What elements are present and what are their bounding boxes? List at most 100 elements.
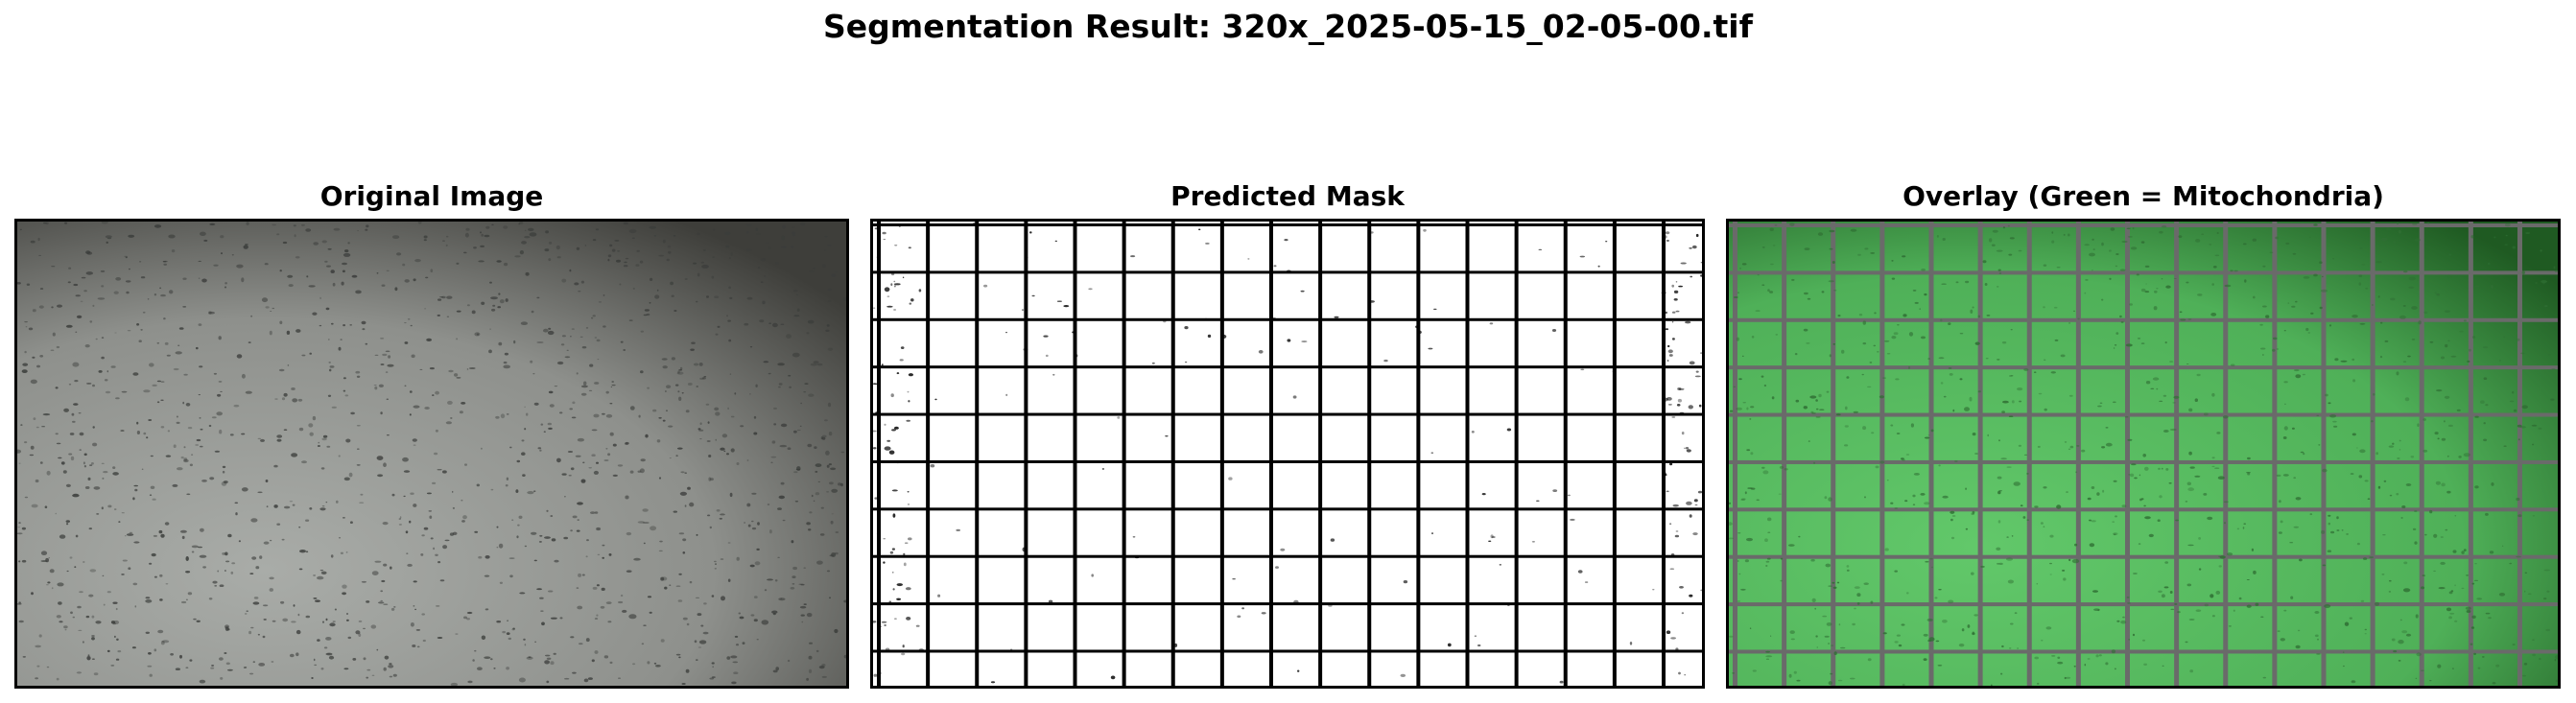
original-speck <box>670 281 674 286</box>
original-speck <box>224 652 227 654</box>
overlay-speck <box>1821 291 1825 293</box>
overlay-speck <box>2092 238 2094 241</box>
original-speck <box>647 596 652 598</box>
overlay-speck <box>2217 476 2225 480</box>
original-speck <box>661 576 668 581</box>
overlay-speck <box>2433 570 2436 572</box>
overlay-speck <box>2092 248 2095 250</box>
original-speck <box>176 421 180 424</box>
overlay-speck <box>2018 249 2022 252</box>
overlay-speck <box>1830 672 1833 675</box>
original-speck <box>445 421 452 425</box>
mask-speck <box>1667 349 1673 354</box>
original-speck <box>437 314 440 316</box>
original-speck <box>50 349 55 351</box>
original-speck <box>199 679 206 684</box>
overlay-horizontal-line <box>1729 602 2558 607</box>
original-speck <box>760 258 767 262</box>
original-speck <box>626 570 632 573</box>
mask-speck <box>886 305 893 308</box>
overlay-speck <box>1998 439 2000 442</box>
original-speck <box>632 287 635 290</box>
overlay-speck <box>2243 523 2246 525</box>
original-speck <box>208 598 213 600</box>
original-speck <box>342 262 347 266</box>
overlay-speck <box>1775 334 1779 336</box>
original-speck <box>343 377 346 380</box>
original-speck <box>199 554 207 558</box>
original-speck <box>136 323 140 326</box>
original-speck <box>435 553 438 556</box>
mask-speck <box>1686 449 1691 453</box>
mask-speck <box>1684 674 1687 676</box>
original-speck <box>231 254 234 256</box>
mask-speck <box>908 537 912 541</box>
overlay-speck <box>2397 457 2400 459</box>
original-speck <box>73 403 79 406</box>
original-speck <box>96 513 100 515</box>
original-speck <box>81 276 86 279</box>
overlay-speck <box>1752 669 1757 672</box>
overlay-speck <box>2137 338 2141 340</box>
original-speck <box>727 319 731 322</box>
overlay-speck <box>2336 529 2340 531</box>
original-speck <box>666 258 670 262</box>
original-speck <box>409 413 412 416</box>
original-speck <box>591 454 596 457</box>
overlay-speck <box>2101 242 2104 246</box>
overlay-speck <box>1873 344 1877 347</box>
original-speck <box>694 640 697 644</box>
original-speck <box>678 573 682 575</box>
overlay-speck <box>2359 449 2366 454</box>
original-speck <box>553 652 556 655</box>
overlay-speck <box>2007 579 2014 584</box>
original-speck <box>796 429 801 432</box>
original-speck <box>575 455 581 457</box>
overlay-speck <box>1815 416 1821 418</box>
original-speck <box>410 324 413 327</box>
mask-speck <box>888 600 892 603</box>
original-speck <box>38 634 42 638</box>
original-speck <box>281 538 285 541</box>
original-speck <box>51 587 54 590</box>
original-speck <box>772 669 778 673</box>
overlay-speck <box>1883 340 1890 342</box>
original-speck <box>92 304 95 307</box>
overlay-speck <box>2429 509 2433 514</box>
original-speck <box>413 405 420 409</box>
overlay-speck <box>2269 251 2274 254</box>
original-speck <box>260 438 265 442</box>
overlay-speck <box>1844 444 1849 447</box>
mask-speck <box>1471 431 1475 434</box>
original-speck <box>658 477 662 480</box>
original-speck <box>698 640 707 644</box>
original-speck <box>329 365 335 368</box>
original-speck <box>403 470 411 473</box>
original-speck <box>97 297 106 300</box>
mask-horizontal-line <box>873 649 1702 653</box>
original-speck <box>436 605 440 607</box>
original-speck <box>570 336 572 338</box>
overlay-speck <box>1746 449 1751 452</box>
original-speck <box>675 384 679 387</box>
original-speck <box>521 439 525 442</box>
overlay-speck <box>2471 336 2476 339</box>
original-speck <box>792 566 797 571</box>
original-speck <box>211 416 217 419</box>
overlay-speck <box>2317 638 2319 641</box>
overlay-speck <box>1815 408 1819 410</box>
overlay-speck <box>1736 337 1739 341</box>
overlay-speck <box>1780 579 1783 582</box>
original-speck <box>145 631 150 634</box>
original-speck <box>539 534 543 537</box>
mask-speck <box>1695 233 1699 238</box>
original-speck <box>726 656 731 660</box>
original-speck <box>712 666 714 668</box>
overlay-speck <box>2517 424 2522 428</box>
original-speck <box>756 639 759 641</box>
original-speck <box>751 520 754 523</box>
original-speck <box>179 654 182 659</box>
overlay-speck <box>2499 359 2501 362</box>
original-speck <box>350 411 355 415</box>
overlay-speck <box>2162 665 2164 667</box>
